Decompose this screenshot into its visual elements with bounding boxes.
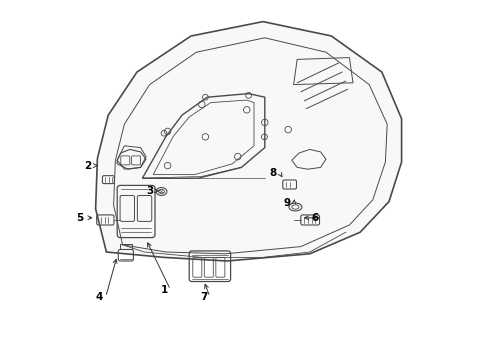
- Text: 9: 9: [284, 198, 291, 208]
- Text: 5: 5: [76, 213, 84, 223]
- Text: 2: 2: [84, 161, 91, 171]
- Text: 4: 4: [96, 292, 103, 302]
- Text: 3: 3: [146, 186, 153, 196]
- Polygon shape: [96, 22, 402, 261]
- Text: 6: 6: [312, 213, 319, 223]
- Text: 1: 1: [160, 285, 168, 295]
- Text: 7: 7: [200, 292, 207, 302]
- Text: 8: 8: [270, 168, 277, 178]
